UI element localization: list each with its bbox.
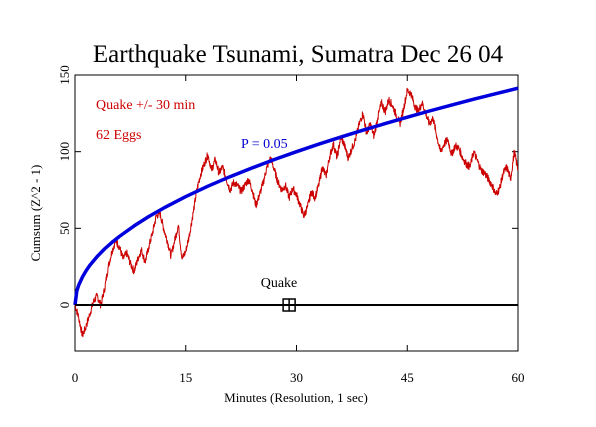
y-tick-label: 100 bbox=[57, 142, 72, 162]
plot-frame bbox=[74, 74, 519, 352]
y-tick-label: 0 bbox=[57, 302, 72, 309]
y-tick-label: 50 bbox=[57, 222, 72, 235]
cumsum-line bbox=[74, 87, 519, 338]
window-annotation: Quake +/- 30 min bbox=[96, 98, 195, 113]
y-axis-label: Cumsum (Z^2 - 1) bbox=[28, 165, 43, 262]
eggs-annotation: 62 Eggs bbox=[96, 128, 142, 143]
x-axis-label: Minutes (Resolution, 1 sec) bbox=[224, 390, 368, 405]
chart-title: Earthquake Tsunami, Sumatra Dec 26 04 bbox=[93, 41, 504, 68]
x-tick-label: 0 bbox=[72, 370, 79, 385]
x-tick-label: 15 bbox=[179, 370, 192, 385]
y-tick-label: 150 bbox=[57, 65, 72, 85]
x-tick-label: 30 bbox=[290, 370, 303, 385]
x-tick-label: 45 bbox=[401, 370, 414, 385]
event-marker bbox=[282, 298, 296, 312]
series-layer bbox=[73, 86, 519, 338]
p-value-annotation: P = 0.05 bbox=[241, 137, 288, 152]
x-tick-label: 60 bbox=[512, 370, 525, 385]
p-05-envelope-line bbox=[73, 86, 519, 306]
event-annotation: Quake bbox=[261, 276, 298, 291]
x-axis-ticks: 0 15 30 45 60 bbox=[72, 75, 525, 385]
y-axis-ticks: 0 50 100 150 bbox=[57, 65, 518, 308]
